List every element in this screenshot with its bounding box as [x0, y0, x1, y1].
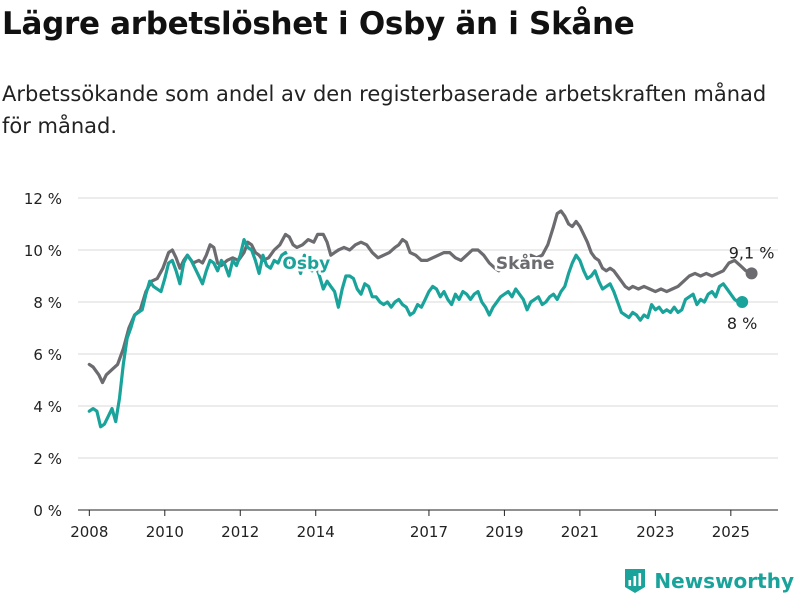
- gridlines: [78, 197, 778, 511]
- end-value-label-osby: 8 %: [727, 314, 757, 333]
- series-line-sk-ne: [87, 209, 754, 385]
- series-endpoint-sk-ne: [745, 267, 758, 280]
- y-tick-label: 6 %: [33, 346, 62, 364]
- x-tick-label: 2019: [485, 523, 523, 541]
- chart-title: Lägre arbetslöshet i Osby än i Skåne: [2, 6, 635, 42]
- series-line-osby: [87, 238, 744, 429]
- series-labels: 9,1 % 8 % Skåne Osby: [280, 243, 775, 333]
- x-axis: 2008 2010 2012 2014 2017 2019 2021 2023 2025: [70, 510, 750, 541]
- x-tick-label: 2014: [297, 523, 335, 541]
- x-tick-label: 2008: [70, 523, 108, 541]
- chart-subtitle: Arbetssökande som andel av den registerb…: [2, 82, 767, 138]
- y-tick-label: 2 %: [33, 450, 62, 468]
- series-name-label-osby: Osby: [282, 254, 330, 274]
- series-lines: [87, 209, 758, 429]
- x-tick-label: 2021: [561, 523, 599, 541]
- newsworthy-logo-icon: [625, 569, 646, 593]
- y-axis-tick-labels: 0 % 2 % 4 % 6 % 8 % 10 % 12 %: [24, 190, 62, 520]
- newsworthy-branding: Newsworthy: [624, 568, 794, 594]
- x-tick-label: 2017: [410, 523, 448, 541]
- x-tick-label: 2010: [146, 523, 184, 541]
- line-chart: 0 % 2 % 4 % 6 % 8 % 10 % 12 % 2008 2010 2012 2014…: [24, 190, 778, 541]
- end-value-label-sk-ne: 9,1 %: [729, 243, 775, 262]
- y-tick-label: 8 %: [33, 294, 62, 312]
- y-tick-label: 4 %: [33, 398, 62, 416]
- y-tick-label: 0 %: [33, 502, 62, 520]
- x-tick-label: 2012: [221, 523, 259, 541]
- x-tick-label: 2025: [712, 523, 750, 541]
- x-tick-label: 2023: [636, 523, 674, 541]
- y-tick-label: 10 %: [24, 242, 62, 260]
- series-name-label-sk-ne: Skåne: [496, 252, 555, 274]
- brand-name: Newsworthy: [654, 569, 794, 593]
- y-tick-label: 12 %: [24, 190, 62, 208]
- series-endpoint-osby: [736, 296, 749, 308]
